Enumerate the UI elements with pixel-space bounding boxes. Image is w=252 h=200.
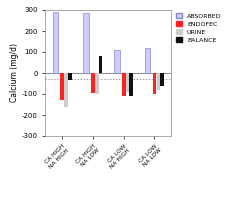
Bar <box>153 73 156 94</box>
Bar <box>68 73 72 80</box>
Bar <box>157 73 160 90</box>
Bar <box>83 13 89 73</box>
Bar <box>60 73 64 100</box>
Bar <box>126 73 130 92</box>
Bar <box>129 73 133 96</box>
Legend: ABSORBED, ENDOFEC, URINE, BALANCE: ABSORBED, ENDOFEC, URINE, BALANCE <box>176 13 222 43</box>
Bar <box>65 73 68 107</box>
Bar <box>53 12 58 73</box>
Bar <box>99 56 102 73</box>
Y-axis label: Calcium (mg/d): Calcium (mg/d) <box>10 44 19 102</box>
Bar <box>122 73 125 96</box>
Bar <box>95 73 99 94</box>
Bar <box>145 48 150 73</box>
Bar <box>160 73 164 86</box>
Bar <box>114 50 120 73</box>
Bar <box>91 73 95 93</box>
